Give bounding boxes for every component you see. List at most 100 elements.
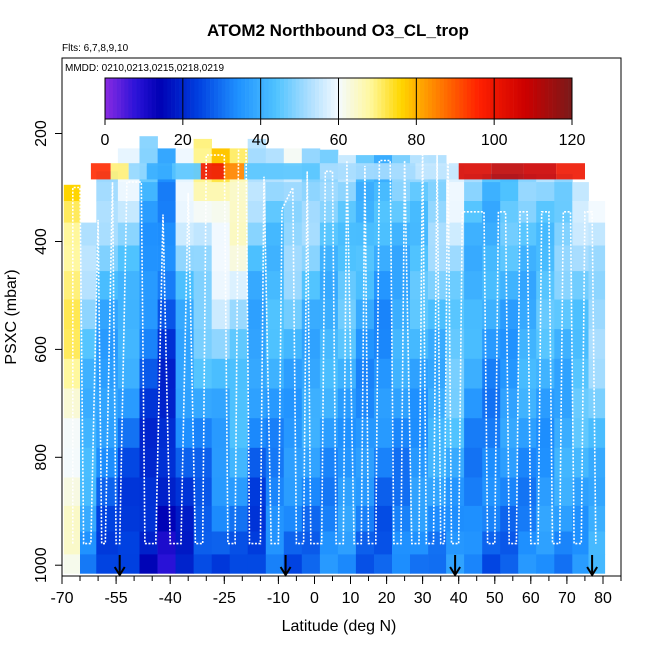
heat-cell — [572, 299, 589, 330]
heat-cell — [211, 505, 231, 532]
colorbar-segment — [466, 78, 472, 119]
heat-cell — [337, 155, 357, 167]
heat-cell — [193, 477, 212, 507]
heat-cell — [536, 505, 555, 532]
heat-cell — [247, 447, 267, 478]
heat-cell — [464, 447, 483, 478]
heat-cell — [355, 477, 375, 507]
heat-cell — [518, 245, 537, 272]
heat-cell — [337, 505, 357, 532]
heat-cell — [337, 388, 357, 419]
heat-cell — [80, 222, 97, 246]
colorbar-segment — [474, 78, 479, 119]
colorbar-segment — [564, 78, 569, 119]
heat-cell — [374, 299, 393, 330]
heat-cell — [518, 329, 537, 360]
heat-cell — [157, 245, 176, 272]
colorbar-segment — [361, 78, 367, 119]
heat-cell — [464, 505, 483, 532]
sonde-marker-arrow — [113, 566, 126, 577]
heat-cell — [319, 505, 339, 532]
colorbar-segment — [486, 78, 491, 119]
colorbar-segment — [315, 78, 320, 119]
heat-cell — [554, 388, 573, 419]
heat-cell — [482, 418, 501, 449]
heat-cell — [229, 505, 249, 532]
colorbar-segment — [311, 78, 316, 119]
colorbar-segment — [482, 78, 487, 119]
heat-cell — [572, 447, 589, 478]
heat-cell — [554, 299, 573, 330]
heat-cell — [193, 531, 212, 555]
heat-cell — [337, 271, 357, 300]
heat-cell — [374, 554, 393, 574]
heat-cell — [588, 329, 606, 360]
heat-cell — [337, 182, 357, 202]
heat-cell — [265, 222, 285, 246]
heat-cell — [117, 182, 140, 202]
y-axis-label: PSXC (mbar) — [3, 269, 20, 364]
heat-cell — [536, 531, 555, 555]
heat-cell — [157, 182, 176, 202]
heat-cell — [157, 271, 176, 300]
heat-cell — [554, 447, 573, 478]
heat-cell — [193, 201, 212, 223]
colorbar-segment — [470, 78, 476, 119]
heat-cell — [428, 447, 447, 478]
heat-cell — [265, 329, 285, 360]
heat-cell — [139, 447, 158, 478]
dates-note: MMDD: 0210,0213,0215,0218,0219 — [65, 63, 224, 74]
strip-cell — [491, 163, 524, 180]
colorbar-segment — [529, 78, 534, 119]
x-axis: -70 -55 -40 -25 -10 0 10 20 30 40 50 60 70 80 — [50, 576, 622, 607]
heat-cell — [500, 299, 519, 330]
heat-cell — [229, 182, 249, 202]
heat-cell — [536, 447, 555, 478]
heat-cell — [464, 554, 483, 574]
heat-cell — [96, 271, 119, 300]
heat-cell — [518, 531, 537, 555]
heat-cell — [139, 358, 158, 389]
heat-cell — [410, 554, 429, 574]
heat-cell — [482, 201, 501, 223]
heat-cell — [229, 388, 249, 419]
heat-cell — [355, 155, 375, 167]
colorbar-segment — [182, 78, 188, 119]
colorbar-segment — [560, 78, 565, 119]
heat-cell — [554, 201, 573, 223]
sonde-marker-arrow — [449, 566, 461, 577]
heat-cell — [211, 477, 231, 507]
heat-cell — [355, 329, 375, 360]
heat-cell — [446, 201, 465, 223]
colorbar-segment — [287, 78, 293, 119]
heat-cell — [211, 447, 231, 478]
heat-cell — [139, 245, 158, 272]
heat-cell — [319, 222, 339, 246]
colorbar-segment — [264, 78, 269, 119]
colorbar-segment — [299, 78, 304, 119]
heat-cell — [554, 505, 573, 532]
heat-cell — [428, 505, 447, 532]
heat-cell — [500, 358, 519, 389]
heat-cell — [554, 531, 573, 555]
x-tick-label: 0 — [310, 590, 319, 607]
heat-cell — [80, 388, 97, 419]
heat-cell — [157, 505, 176, 532]
colorbar-segment — [272, 78, 277, 119]
heat-cell — [301, 388, 321, 419]
heat-cell — [464, 477, 483, 507]
heat-cell — [588, 531, 606, 555]
heat-cell — [410, 418, 429, 449]
heat-cell — [229, 477, 249, 507]
heat-cell — [319, 299, 339, 330]
heat-cell — [301, 447, 321, 478]
heat-cell — [301, 245, 321, 272]
heat-cell — [319, 531, 339, 555]
heat-cell — [536, 245, 555, 272]
colorbar-segment — [276, 78, 281, 119]
heat-cell — [410, 299, 429, 330]
heat-cell — [392, 201, 411, 223]
colorbar-segment — [404, 78, 409, 119]
x-tick-label: 20 — [378, 590, 396, 607]
heat-cell — [229, 245, 249, 272]
